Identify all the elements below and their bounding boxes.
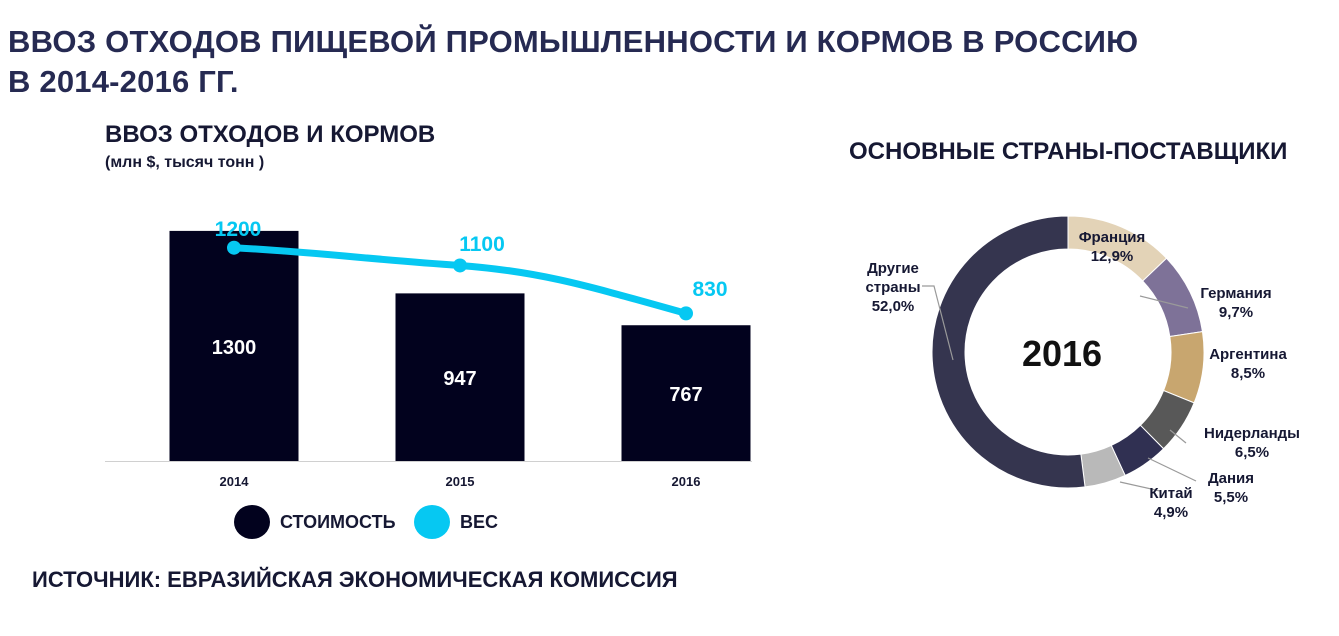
- legend-item-weight: ВЕС: [414, 505, 498, 539]
- bar-value-label-2016: 767: [669, 384, 702, 406]
- bar-chart-subtitle: (млн $, тысяч тонн ): [105, 154, 265, 171]
- donut-label-5-0: Китай: [1149, 485, 1192, 502]
- bar-cost-2015: [395, 293, 525, 461]
- page-title-line-1: ВВОЗ ОТХОДОВ ПИЩЕВОЙ ПРОМЫШЛЕННОСТИ И КО…: [8, 24, 1139, 59]
- donut-leader-line-0: [1139, 295, 1189, 309]
- donut-leader-line-3: [1119, 481, 1161, 492]
- donut-label-0-1: 12,9%: [1091, 248, 1134, 265]
- line-point-weight-2015: [453, 258, 467, 273]
- donut-leader-line-1: [1169, 429, 1187, 444]
- donut-label-4-0: Дания: [1208, 470, 1254, 487]
- x-tick-label-2014: 2014: [220, 474, 250, 489]
- donut-slice-6: [931, 215, 1086, 489]
- donut-label-3-1: 6,5%: [1235, 444, 1269, 461]
- bar-value-label-2015: 947: [443, 368, 476, 390]
- x-tick-label-2015: 2015: [446, 474, 475, 489]
- donut-label-6-0: Другие: [867, 260, 919, 277]
- donut-label-0-0: Франция: [1079, 229, 1146, 246]
- donut-slice-2: [1162, 330, 1205, 404]
- donut-label-4-1: 5,5%: [1214, 489, 1248, 506]
- legend-label-weight: ВЕС: [460, 511, 499, 532]
- bar-value-label-2014: 1300: [212, 337, 257, 359]
- line-point-weight-2016: [679, 306, 693, 321]
- line-value-label-2014: 1200: [215, 218, 262, 241]
- bar-chart-title: ВВОЗ ОТХОДОВ И КОРМОВ: [105, 121, 436, 148]
- donut-label-1-0: Германия: [1200, 285, 1271, 302]
- source-note: ИСТОЧНИК: ЕВРАЗИЙСКАЯ ЭКОНОМИЧЕСКАЯ КОМИ…: [32, 567, 678, 592]
- line-value-label-2016: 830: [692, 278, 727, 301]
- bar-line-chart: 1300 947 767 2014 2015 2016 1200 1100 830: [105, 218, 752, 489]
- legend-swatch-weight: [414, 505, 450, 539]
- donut-label-6-1: страны: [865, 279, 920, 296]
- donut-leader-line-4: [922, 285, 954, 361]
- donut-label-1-1: 9,7%: [1219, 304, 1253, 321]
- bar-cost-2016: [621, 325, 751, 461]
- line-value-label-2015: 1100: [459, 233, 505, 256]
- donut-label-3-0: Нидерланды: [1204, 425, 1300, 442]
- donut-leader-line-2: [1147, 457, 1197, 482]
- bar-cost-2014: [169, 230, 299, 461]
- donut-center-label: 2016: [1022, 333, 1102, 374]
- x-tick-label-2016: 2016: [672, 474, 701, 489]
- line-point-weight-2014: [227, 240, 241, 255]
- donut-label-2-0: Аргентина: [1209, 346, 1287, 363]
- donut-label-5-1: 4,9%: [1154, 504, 1188, 521]
- legend-item-cost: СТОИМОСТЬ: [234, 505, 396, 539]
- legend-swatch-cost: [234, 505, 270, 539]
- page-title: ВВОЗ ОТХОДОВ ПИЩЕВОЙ ПРОМЫШЛЕННОСТИ И КО…: [8, 22, 1138, 102]
- donut-label-2-1: 8,5%: [1231, 365, 1265, 382]
- page-title-line-2: В 2014-2016 ГГ.: [8, 64, 239, 99]
- legend-label-cost: СТОИМОСТЬ: [280, 511, 396, 532]
- donut-label-6-2: 52,0%: [872, 298, 915, 315]
- donut-chart-title: ОСНОВНЫЕ СТРАНЫ-ПОСТАВЩИКИ: [849, 138, 1288, 165]
